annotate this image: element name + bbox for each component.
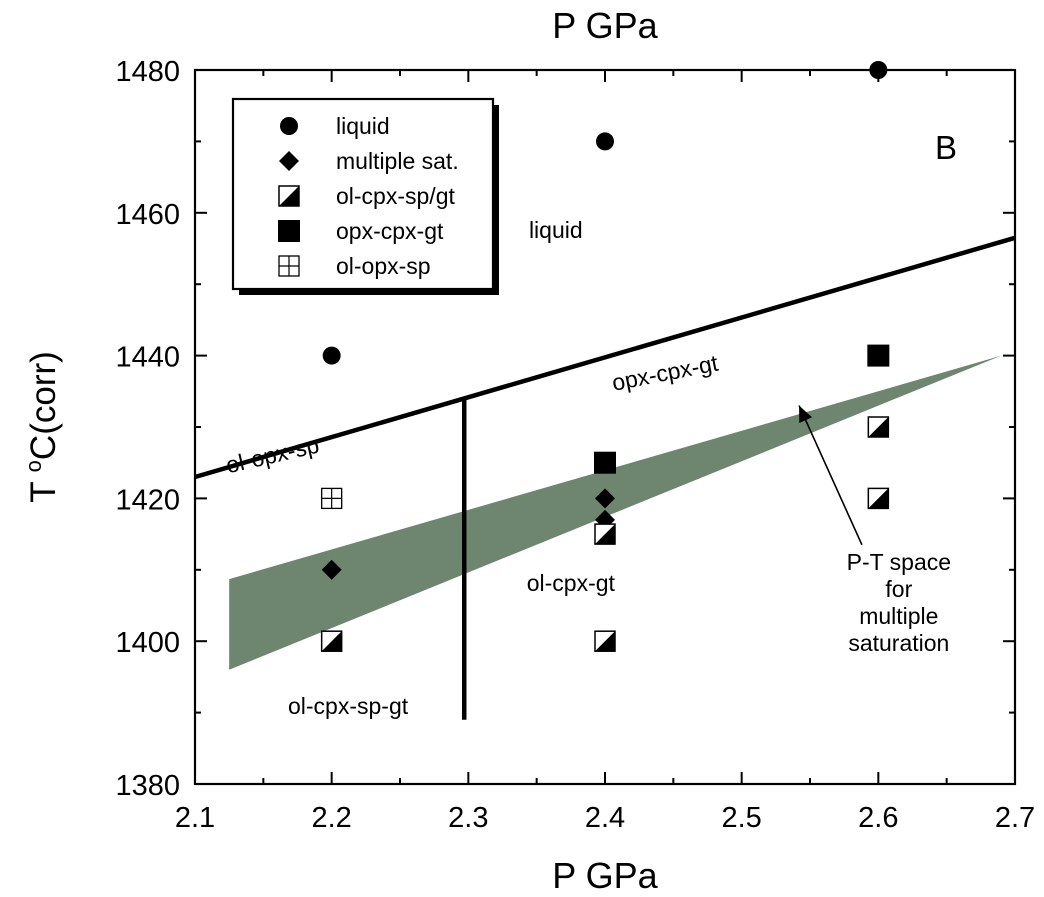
- x-tick-label: 2.3: [448, 802, 488, 834]
- data-point-half: [320, 630, 343, 652]
- boundary-lines-layer: [194, 235, 1016, 720]
- diamond-marker-icon: [595, 488, 615, 509]
- multiple-saturation-region: [229, 355, 1002, 670]
- half-filled-square-fill-icon: [868, 417, 889, 437]
- legend-box: [231, 97, 495, 291]
- legend-marker-circle: [280, 117, 298, 135]
- region-label: opx-cpx-gt: [610, 350, 721, 396]
- x-axis-label: P GPa: [552, 855, 658, 896]
- circle-marker-icon: [280, 117, 298, 135]
- y-axis-label: T oC(corr): [21, 351, 63, 503]
- square-marker-icon: [867, 344, 890, 367]
- shaded-region-layer: [229, 355, 1002, 670]
- y-axis-label-unit: C(corr): [24, 351, 63, 460]
- legend-marker-grid: [278, 255, 300, 277]
- annotation-text-line: for: [885, 576, 912, 602]
- circle-marker-icon: [596, 132, 614, 151]
- data-point-half: [867, 487, 890, 510]
- legend-label: liquid: [336, 113, 390, 139]
- panel-label: B: [935, 129, 957, 166]
- region-label: liquid: [529, 217, 583, 243]
- region-labels-layer: liquid opx-cpx-gt ol-opx-sp ol-cpx-gt ol-cpx…: [223, 217, 720, 719]
- x-tick-label: 2.1: [175, 802, 215, 834]
- half-filled-square-fill-icon: [595, 524, 615, 545]
- circle-marker-icon: [869, 61, 888, 79]
- annotation-text-line: saturation: [848, 630, 949, 656]
- top-axis-label: P GPa: [552, 5, 658, 46]
- data-point-grid: [321, 487, 343, 510]
- circle-marker-icon: [322, 346, 341, 365]
- y-tick-label: 1480: [115, 56, 180, 88]
- data-point-square: [867, 344, 890, 367]
- annotation-arrow-shaft: [798, 405, 863, 546]
- legend-label: ol-cpx-sp/gt: [336, 183, 455, 209]
- x-tick-label: 2.7: [995, 802, 1035, 834]
- y-tick-label: 1420: [115, 484, 180, 516]
- y-tick-label: 1400: [115, 627, 180, 659]
- data-point-diamond: [321, 559, 342, 580]
- y-tick-label: 1380: [115, 770, 180, 802]
- square-marker-icon: [594, 451, 616, 474]
- y-tick-label: 1440: [115, 342, 180, 374]
- legend-label: opx-cpx-gt: [336, 218, 444, 244]
- x-tick-label: 2.5: [722, 802, 762, 834]
- annotation-text-line: multiple: [859, 603, 938, 629]
- legend-marker-half: [278, 185, 300, 207]
- axis-ticks-layer: 2.1 2.2 2.3 2.4 2.5 2.6 2.7 1380 1400 1420 1440 146…: [115, 56, 1035, 834]
- x-tick-label: 2.6: [858, 802, 898, 834]
- half-filled-square-fill-icon: [279, 186, 299, 206]
- legend-entries: liquid multiple sat. ol-cpx-sp/gt opx-cpx-g…: [278, 113, 459, 279]
- legend: liquid multiple sat. ol-cpx-sp/gt opx-cpx-g…: [231, 97, 499, 295]
- annotation-arrow-head-icon: [799, 405, 813, 424]
- region-label: ol-cpx-sp-gt: [288, 693, 409, 719]
- legend-marker-diamond: [279, 151, 299, 171]
- diamond-marker-icon: [321, 559, 342, 580]
- data-point-diamond: [595, 488, 615, 509]
- region-label: ol-opx-sp: [223, 432, 321, 479]
- data-point-half: [594, 523, 616, 545]
- half-filled-square-fill-icon: [321, 631, 342, 652]
- half-filled-square-fill-icon: [595, 631, 615, 652]
- x-tick-label: 2.4: [585, 802, 625, 834]
- square-marker-icon: [278, 220, 300, 242]
- annotation-text-line: P-T space: [847, 549, 951, 575]
- region-label: ol-cpx-gt: [527, 570, 616, 596]
- data-point-square: [594, 451, 616, 474]
- y-tick-label: 1460: [115, 199, 180, 231]
- diamond-marker-icon: [279, 151, 299, 171]
- phase-boundary-line-1: [194, 235, 1016, 480]
- legend-label: ol-opx-sp: [336, 253, 431, 279]
- legend-label: multiple sat.: [336, 148, 459, 174]
- legend-marker-square: [278, 220, 300, 242]
- data-point-half: [867, 416, 890, 438]
- data-point-half: [594, 630, 616, 652]
- half-filled-square-fill-icon: [868, 488, 889, 509]
- y-axis-label-degree: o: [21, 460, 46, 472]
- y-axis-label-main: T: [24, 472, 63, 502]
- data-point-circle: [869, 61, 888, 79]
- data-point-circle: [596, 132, 614, 151]
- data-markers-layer: [320, 61, 890, 652]
- x-tick-label: 2.2: [312, 802, 352, 834]
- data-point-circle: [322, 346, 341, 365]
